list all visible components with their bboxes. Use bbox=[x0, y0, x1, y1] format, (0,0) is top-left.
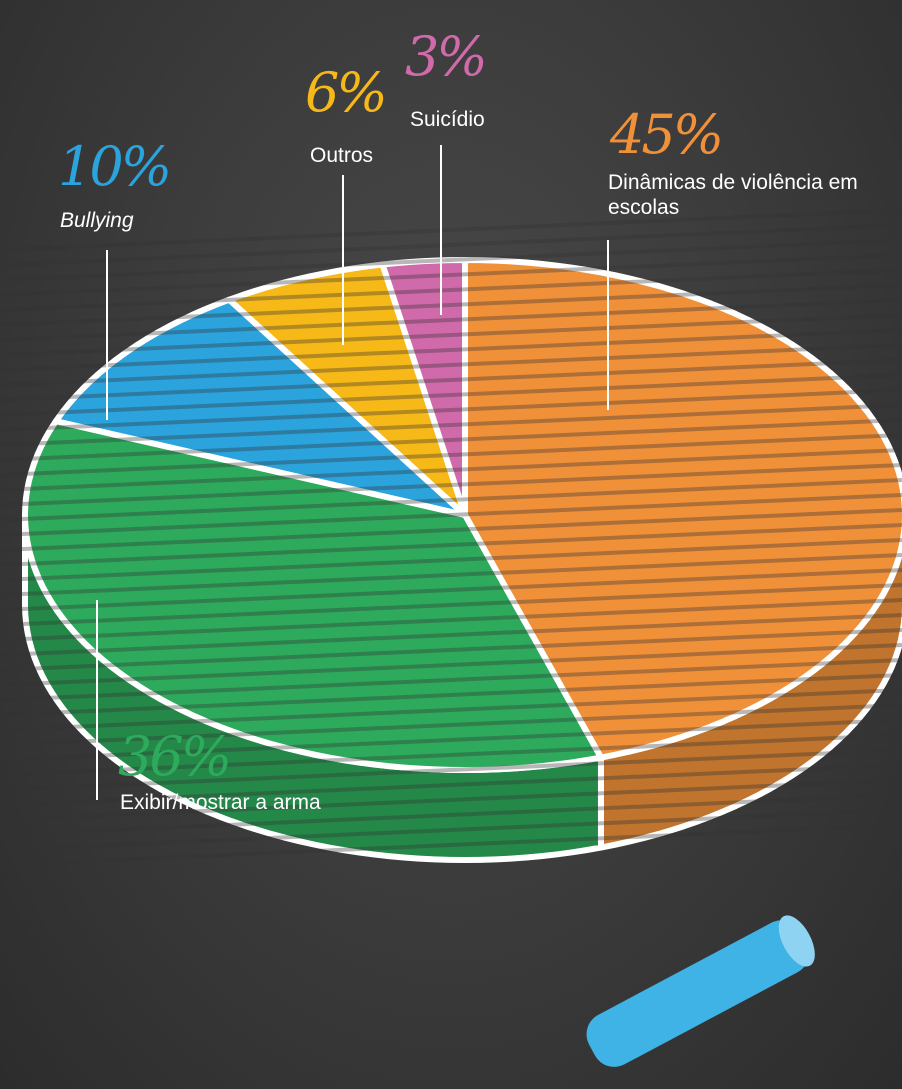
chalk-hatch bbox=[0, 448, 902, 492]
chalk-hatch bbox=[0, 658, 902, 702]
chalk-hatch bbox=[0, 373, 902, 417]
chalk-hatch bbox=[0, 508, 902, 552]
chalk-hatch bbox=[0, 793, 902, 837]
chalk-hatch bbox=[0, 733, 902, 777]
chalk-hatch bbox=[0, 553, 902, 597]
chalk-hatch bbox=[0, 568, 902, 612]
chalk-hatch bbox=[0, 613, 902, 657]
chalk-hatch bbox=[0, 763, 902, 807]
chalk-hatch bbox=[0, 493, 902, 537]
value-label: 36% bbox=[118, 725, 232, 788]
chalk-hatch bbox=[0, 208, 902, 252]
pie-slice bbox=[52, 296, 468, 518]
chalk-end bbox=[778, 915, 815, 967]
chalk-hatch bbox=[0, 223, 902, 267]
chalk-body bbox=[586, 920, 810, 1067]
chalk-hatch bbox=[0, 328, 902, 372]
chalk-hatch bbox=[0, 418, 902, 462]
value-label: 3% bbox=[405, 25, 488, 88]
chalk-hatch bbox=[0, 238, 902, 282]
chalk-hatch bbox=[0, 388, 902, 432]
pie-slice bbox=[226, 261, 468, 518]
chalk-hatch bbox=[0, 583, 902, 627]
chalk-hatch bbox=[0, 313, 902, 357]
chalk-hatch bbox=[0, 403, 902, 447]
chalk-hatch bbox=[0, 478, 902, 522]
chalk-hatch bbox=[0, 523, 902, 567]
pie-slice bbox=[22, 418, 604, 773]
chalk-hatch bbox=[0, 748, 902, 792]
chalk-hatch bbox=[0, 628, 902, 672]
pie-slice bbox=[462, 257, 902, 761]
chalk-hatch bbox=[0, 823, 902, 867]
value-label: 6% bbox=[305, 61, 388, 124]
chalk-hatch bbox=[0, 673, 902, 717]
category-label: Suicídio bbox=[410, 108, 485, 131]
category-label: Dinâmicas de violência em escolas bbox=[608, 171, 858, 219]
category-label: Bullying bbox=[60, 209, 134, 232]
chalk-hatch bbox=[0, 343, 902, 387]
chalk-hatch bbox=[0, 463, 902, 507]
value-label: 45% bbox=[610, 103, 724, 166]
chalk-piece bbox=[586, 915, 815, 1067]
chalk-hatch bbox=[0, 283, 902, 327]
chalk-hatch bbox=[0, 688, 902, 732]
chalk-hatch bbox=[0, 538, 902, 582]
value-label: 10% bbox=[58, 135, 172, 198]
chalk-hatch bbox=[0, 703, 902, 747]
chalk-hatch bbox=[0, 268, 902, 312]
category-label: Outros bbox=[310, 144, 374, 167]
chalk-hatch bbox=[0, 643, 902, 687]
chalk-hatch bbox=[0, 433, 902, 477]
chalk-hatch bbox=[0, 298, 902, 342]
pie-slice bbox=[379, 257, 468, 518]
chalk-hatch bbox=[0, 718, 902, 762]
category-label: Exibir/mostrar a arma bbox=[120, 791, 321, 814]
chalk-hatch bbox=[0, 778, 902, 822]
chalk-hatch bbox=[0, 358, 902, 402]
chalk-hatch bbox=[0, 253, 902, 297]
chalk-hatch bbox=[0, 598, 902, 642]
chalk-hatch bbox=[0, 808, 902, 852]
